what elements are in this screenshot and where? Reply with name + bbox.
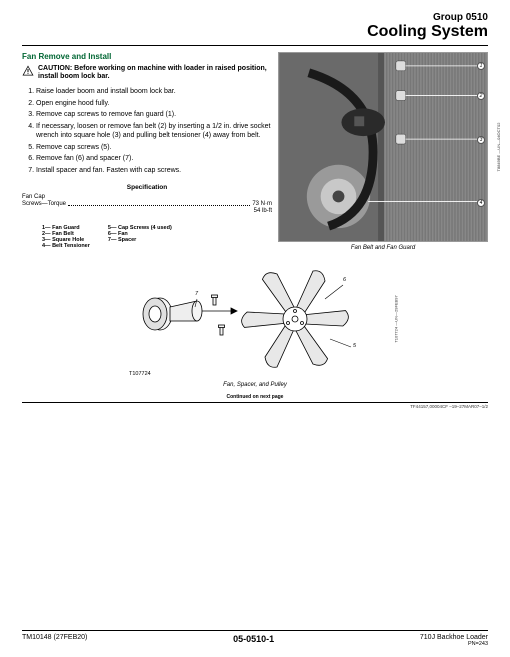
section-title: Cooling System (22, 23, 488, 41)
figure-2-wrap: 7 6 5 T107724 T107724 —UN—29FEB97 Fan, S… (125, 259, 385, 388)
callout-6: 6 (343, 277, 346, 283)
legend-col-2: 5— Cap Screws (4 used) 6— Fan 7— Spacer (108, 225, 172, 249)
callout-4: 4 (477, 199, 485, 207)
figure-1-image (279, 53, 487, 241)
spec-label-2: Screws—Torque (22, 201, 66, 208)
header-rule (22, 45, 488, 46)
figure-2-ref: T107724 (129, 371, 151, 377)
page-header: Group 0510 Cooling System (22, 12, 488, 41)
page-code: TF44157,00004CF –19–27MAR07–1/2 (22, 404, 488, 409)
left-column: Fan Remove and Install CAUTION: Before w… (22, 52, 272, 251)
spec-leader (68, 201, 250, 206)
steps-list: Raise loader boom and install boom lock … (22, 88, 272, 176)
callout-5: 5 (353, 343, 356, 349)
step-item: Install spacer and fan. Fasten with cap … (36, 167, 272, 176)
spec-label-1: Fan Cap (22, 194, 272, 201)
step-item: If necessary, loosen or remove fan belt … (36, 123, 272, 141)
callout-3: 3 (477, 136, 485, 144)
spec-row: Screws—Torque 73 N·m (22, 201, 272, 208)
figure-1: 1 2 3 4 T8849BE —UN—04OCT02 (278, 52, 488, 242)
content-row: Fan Remove and Install CAUTION: Before w… (22, 52, 488, 251)
page-container: Group 0510 Cooling System Fan Remove and… (0, 0, 510, 409)
spec-value-1: 73 N·m (252, 201, 272, 208)
step-item: Raise loader boom and install boom lock … (36, 88, 272, 97)
mid-rule (22, 402, 488, 403)
legend-col-1: 1— Fan Guard 2— Fan Belt 3— Square Hole … (42, 225, 90, 249)
spec-value-2: 54 lb-ft (22, 208, 272, 215)
caution-block: CAUTION: Before working on machine with … (22, 65, 272, 82)
legend-item: 7— Spacer (108, 237, 172, 243)
procedure-heading: Fan Remove and Install (22, 52, 272, 61)
footer-left: TM10148 (27FEB20) (22, 634, 87, 641)
continued-note: Continued on next page (22, 394, 488, 400)
figure-2-code: T107724 —UN—29FEB97 (393, 295, 398, 342)
footer-rule (22, 630, 488, 631)
figure-1-caption: Fan Belt and Fan Guard (278, 245, 488, 251)
spec-block: Fan Cap Screws—Torque 73 N·m 54 lb-ft (22, 194, 272, 216)
step-item: Open engine hood fully. (36, 100, 272, 109)
group-label: Group 0510 (22, 12, 488, 23)
right-column: 1 2 3 4 T8849BE —UN—04OCT02 Fan Belt and… (278, 52, 488, 251)
legend-block: 1— Fan Guard 2— Fan Belt 3— Square Hole … (42, 225, 272, 249)
callout-7: 7 (195, 291, 198, 297)
footer-center: 05-0510-1 (233, 634, 274, 644)
callout-2: 2 (477, 92, 485, 100)
footer-right: 710J Backhoe Loader PN=243 (420, 634, 488, 647)
figure-1-code: T8849BE —UN—04OCT02 (496, 123, 501, 172)
callout-1: 1 (477, 62, 485, 70)
warning-icon (22, 65, 34, 76)
caution-text: CAUTION: Before working on machine with … (38, 65, 272, 82)
spec-heading: Specification (22, 184, 272, 191)
step-item: Remove fan (6) and spacer (7). (36, 155, 272, 164)
figure-2-caption: Fan, Spacer, and Pulley (125, 382, 385, 388)
footer-row: TM10148 (27FEB20) 05-0510-1 710J Backhoe… (22, 634, 488, 647)
footer-pn: PN=243 (420, 641, 488, 647)
page-footer: TM10148 (27FEB20) 05-0510-1 710J Backhoe… (22, 630, 488, 647)
step-item: Remove cap screws to remove fan guard (1… (36, 111, 272, 120)
legend-item: 4— Belt Tensioner (42, 243, 90, 249)
figure-2: 7 6 5 T107724 T107724 —UN—29FEB97 (125, 259, 385, 379)
step-item: Remove cap screws (5). (36, 144, 272, 153)
